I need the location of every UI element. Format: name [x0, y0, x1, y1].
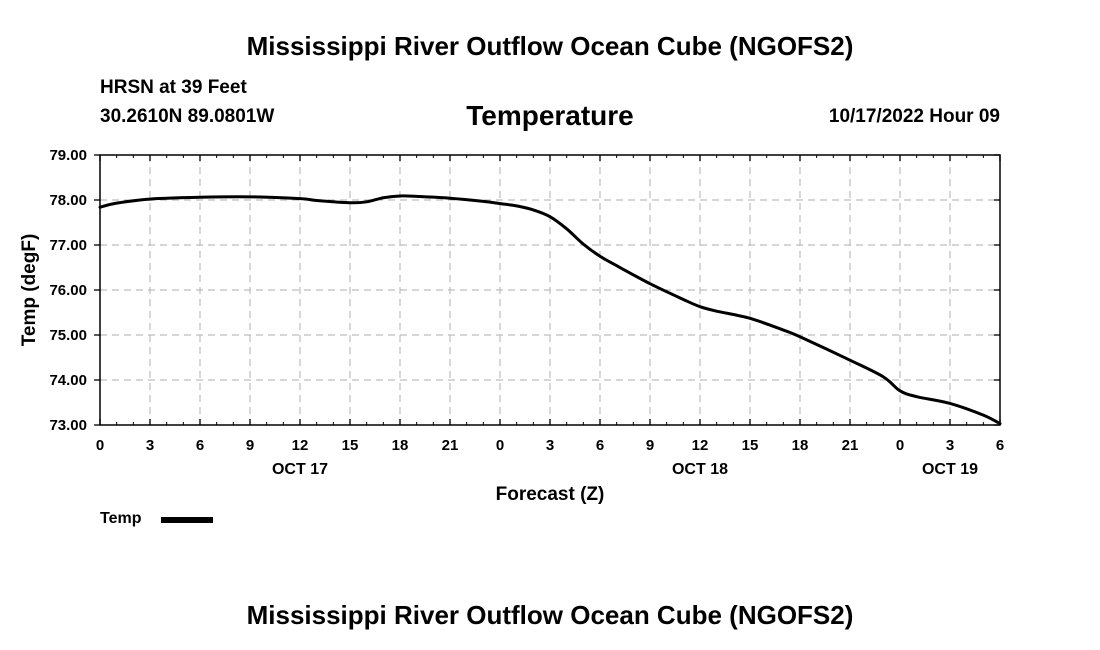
y-tick-label: 79.00	[49, 147, 87, 164]
x-tick-label: 6	[196, 437, 204, 454]
y-tick-label: 77.00	[49, 237, 87, 254]
x-tick-label: 6	[596, 437, 604, 454]
forecast-timestamp: 10/17/2022 Hour 09	[828, 106, 1000, 127]
x-tick-label: 3	[146, 437, 154, 454]
x-axis-title: Forecast (Z)	[496, 484, 605, 505]
x-tick-label: 21	[842, 437, 859, 454]
x-tick-label: 18	[392, 437, 409, 454]
y-tick-label: 74.00	[49, 372, 87, 389]
x-tick-label: 18	[792, 437, 809, 454]
chart-subtitle: Temperature	[466, 100, 634, 131]
grid-lines	[100, 155, 1000, 425]
y-tick-label: 75.00	[49, 327, 87, 344]
chart-main-title: Mississippi River Outflow Ocean Cube (NG…	[246, 31, 854, 61]
y-axis-title: Temp (degF)	[19, 234, 40, 347]
x-tick-label: 15	[342, 437, 359, 454]
station-name: HRSN at 39 Feet	[100, 77, 247, 98]
tick-marks	[94, 154, 1001, 426]
x-tick-label: 9	[646, 437, 654, 454]
x-tick-label: 15	[742, 437, 759, 454]
legend-line-swatch	[161, 517, 213, 523]
series-layer	[98, 194, 1002, 426]
x-tick-label: 12	[292, 437, 309, 454]
x-tick-label: 21	[442, 437, 459, 454]
x-tick-label: 6	[996, 437, 1004, 454]
x-tick-label: 3	[946, 437, 954, 454]
y-tick-label: 76.00	[49, 282, 87, 299]
x-tick-label: 0	[496, 437, 504, 454]
repeated-chart-title: Mississippi River Outflow Ocean Cube (NG…	[246, 600, 854, 630]
x-tick-label: 0	[896, 437, 904, 454]
date-label: OCT 19	[922, 461, 978, 478]
date-label: OCT 17	[272, 461, 328, 478]
y-tick-label: 78.00	[49, 192, 87, 209]
station-coordinates: 30.2610N 89.0801W	[100, 106, 275, 127]
x-tick-label: 9	[246, 437, 254, 454]
tick-labels: 0 3 6 9 12 15 18 21 0 3 6 9 12 15 18 21 0 3 6 73.00 74.00 75.…	[49, 147, 1004, 478]
legend-label: Temp	[100, 510, 142, 527]
x-tick-label: 3	[546, 437, 554, 454]
x-tick-label: 0	[96, 437, 104, 454]
x-tick-label: 12	[692, 437, 709, 454]
y-tick-label: 73.00	[49, 417, 87, 434]
series-line-temp	[98, 194, 1002, 426]
date-label: OCT 18	[672, 461, 728, 478]
